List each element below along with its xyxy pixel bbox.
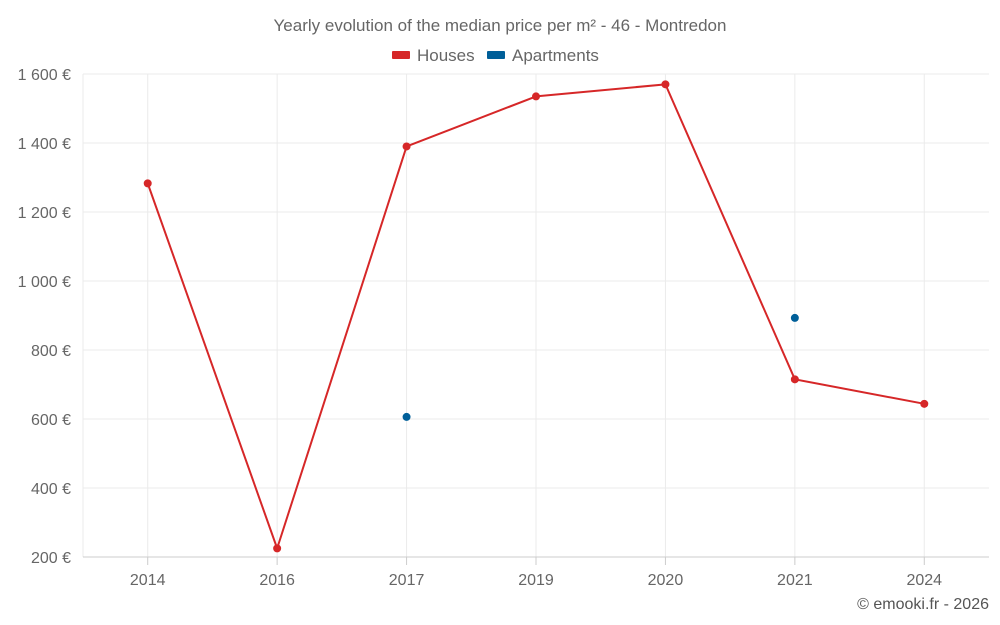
credit-text: © emooki.fr - 2026 — [857, 596, 989, 613]
gridlines — [82, 73, 989, 557]
x-tick-label: 2017 — [389, 572, 425, 589]
plot-area — [143, 80, 929, 553]
y-tick-label: 800 € — [31, 343, 71, 360]
legend-item-apartments[interactable]: Apartments — [487, 46, 599, 65]
data-point-houses[interactable] — [661, 80, 670, 89]
chart-title: Yearly evolution of the median price per… — [274, 16, 727, 35]
y-axis: 200 € 400 € 600 € 800 € 1 000 € 1 200 € 1 400 … — [18, 67, 71, 567]
y-tick-label: 1 000 € — [18, 274, 71, 291]
x-tick-label: 2020 — [648, 572, 684, 589]
x-tick-label: 2024 — [906, 572, 942, 589]
y-tick-label: 200 € — [31, 550, 71, 567]
data-point-houses[interactable] — [532, 92, 540, 101]
legend-label-apartments: Apartments — [512, 46, 599, 65]
y-tick-label: 1 600 € — [18, 67, 71, 84]
legend-swatch-apartments — [487, 51, 505, 59]
x-tick-label: 2019 — [518, 572, 554, 589]
data-point-apartments[interactable] — [402, 412, 411, 421]
data-point-apartments[interactable] — [790, 313, 799, 322]
x-tick-label: 2021 — [777, 572, 813, 589]
y-tick-label: 400 € — [31, 481, 71, 498]
data-point-houses[interactable] — [143, 179, 152, 188]
legend-swatch-houses — [392, 51, 410, 59]
legend: Houses Apartments — [392, 46, 599, 65]
x-tick-label: 2014 — [130, 572, 166, 589]
series-houses — [143, 80, 929, 553]
x-tick-label: 2016 — [259, 572, 295, 589]
y-tick-label: 1 400 € — [18, 136, 71, 153]
data-point-houses[interactable] — [790, 375, 799, 384]
data-point-houses[interactable] — [402, 142, 411, 151]
data-point-houses[interactable] — [273, 544, 282, 553]
y-tick-label: 1 200 € — [18, 205, 71, 222]
data-point-houses[interactable] — [920, 399, 929, 408]
y-tick-label: 600 € — [31, 412, 71, 429]
legend-label-houses: Houses — [417, 46, 475, 65]
series-apartments — [402, 313, 799, 421]
x-axis: 2014 2016 2017 2019 2020 2021 2024 — [83, 556, 989, 589]
legend-item-houses[interactable]: Houses — [392, 46, 475, 65]
